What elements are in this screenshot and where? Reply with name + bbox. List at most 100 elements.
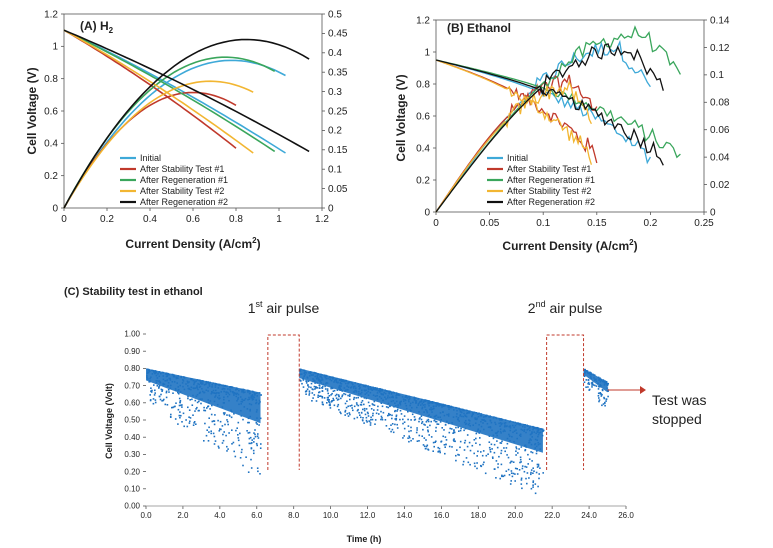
polarization-curve: [435, 59, 681, 159]
data-point: [238, 444, 241, 447]
data-point: [490, 443, 493, 446]
y-tick-label: 0.20: [124, 467, 140, 476]
y2-tick-label: 0.08: [710, 98, 730, 109]
data-point: [597, 395, 600, 397]
data-point: [150, 387, 152, 389]
data-point: [245, 456, 247, 458]
data-point: [321, 387, 324, 389]
data-point: [451, 446, 453, 448]
data-point: [591, 382, 593, 384]
data-point: [394, 418, 396, 420]
data-point: [423, 437, 426, 439]
data-point: [365, 419, 368, 422]
data-point: [375, 412, 378, 415]
data-point: [161, 390, 163, 392]
data-point: [338, 409, 340, 411]
data-point: [427, 430, 429, 433]
data-point: [422, 428, 424, 431]
data-point: [432, 441, 435, 444]
data-point: [368, 405, 371, 407]
data-point: [425, 439, 427, 441]
data-point: [178, 414, 181, 417]
data-point: [347, 415, 350, 417]
data-point: [433, 419, 436, 422]
data-point: [225, 434, 227, 437]
data-point: [158, 386, 160, 388]
data-point: [355, 402, 358, 404]
panel-c-stability: (C) Stability test in ethanol 0.0 2.0 4.0 6…: [64, 286, 706, 544]
y2-tick-label: 0.1: [710, 70, 724, 81]
data-point: [259, 417, 262, 420]
data-point: [601, 393, 603, 396]
data-point: [332, 397, 334, 400]
data-point: [603, 396, 605, 399]
data-point: [312, 397, 314, 399]
data-point: [523, 470, 526, 473]
data-point: [318, 384, 321, 386]
data-point: [149, 399, 152, 402]
power-density-curve: [63, 38, 310, 209]
data-point: [373, 409, 375, 411]
data-point: [203, 440, 205, 442]
data-point: [324, 385, 326, 388]
data-point: [473, 462, 476, 465]
data-point: [179, 411, 181, 413]
data-point: [211, 420, 214, 423]
data-point: [403, 421, 406, 423]
data-point: [403, 415, 406, 417]
data-point: [467, 461, 470, 464]
y-tick-label: 1.2: [416, 15, 430, 26]
data-point: [531, 460, 533, 462]
data-point: [198, 400, 200, 403]
panel-c-title: (C) Stability test in ethanol: [64, 286, 203, 298]
data-point: [439, 421, 442, 423]
data-point: [380, 418, 382, 421]
data-point: [349, 393, 351, 396]
data-point: [410, 439, 412, 442]
data-point: [394, 410, 396, 413]
data-point: [346, 412, 349, 415]
data-point: [248, 421, 250, 424]
data-point: [524, 465, 526, 468]
data-point: [395, 415, 398, 418]
data-point: [527, 453, 529, 456]
data-point: [390, 430, 392, 433]
data-point: [427, 418, 430, 421]
data-point: [154, 392, 156, 394]
data-point: [360, 411, 363, 414]
data-point: [317, 394, 319, 397]
data-point: [532, 486, 534, 488]
data-point: [305, 380, 307, 382]
data-point: [156, 385, 159, 387]
data-point: [335, 393, 338, 396]
data-point: [444, 452, 446, 455]
data-point: [426, 419, 429, 422]
data-point: [445, 439, 448, 441]
data-point: [162, 399, 164, 402]
data-point: [408, 436, 411, 439]
data-point: [362, 417, 364, 419]
panel-b-axes: 0 0.05 0.1 0.15 0.2 0.2500.20.40.60.811.200.0…: [416, 15, 730, 229]
panel-a-title: (A) H2: [80, 19, 114, 35]
data-point: [254, 433, 256, 436]
data-point: [519, 456, 522, 459]
dense-data-band: [146, 368, 261, 424]
data-point: [527, 463, 529, 465]
data-point: [259, 447, 262, 449]
data-point: [463, 429, 465, 432]
data-point: [457, 426, 459, 429]
data-point: [363, 422, 365, 424]
data-point: [239, 432, 241, 435]
panel-a-curves: [63, 29, 310, 209]
panel-c-axes: 0.0 2.0 4.0 6.0 8.0 10.0 12.0 14.0 16.0 18.0 20.0 2…: [124, 330, 634, 520]
y-tick-label: 0.40: [124, 433, 140, 442]
data-point: [451, 428, 453, 430]
data-point: [305, 393, 307, 395]
data-point: [359, 414, 361, 416]
data-point: [391, 414, 393, 417]
y-tick-label: 0.6: [416, 111, 430, 122]
data-point: [237, 439, 240, 442]
data-point: [256, 435, 259, 437]
data-point: [418, 440, 420, 442]
